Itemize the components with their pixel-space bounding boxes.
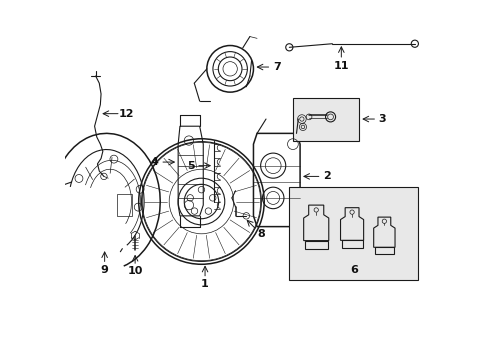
Text: 2: 2 — [323, 171, 330, 181]
Text: 5: 5 — [186, 161, 194, 171]
Text: 7: 7 — [272, 62, 280, 72]
Text: 3: 3 — [378, 114, 386, 124]
Text: 4: 4 — [151, 157, 159, 167]
FancyBboxPatch shape — [292, 98, 359, 140]
Text: 11: 11 — [333, 61, 348, 71]
Text: 8: 8 — [257, 229, 265, 239]
Text: 10: 10 — [127, 266, 142, 276]
FancyBboxPatch shape — [289, 187, 418, 280]
Text: 6: 6 — [349, 265, 357, 275]
Text: 12: 12 — [118, 109, 134, 119]
Text: 9: 9 — [101, 265, 108, 275]
Text: 1: 1 — [201, 279, 208, 289]
